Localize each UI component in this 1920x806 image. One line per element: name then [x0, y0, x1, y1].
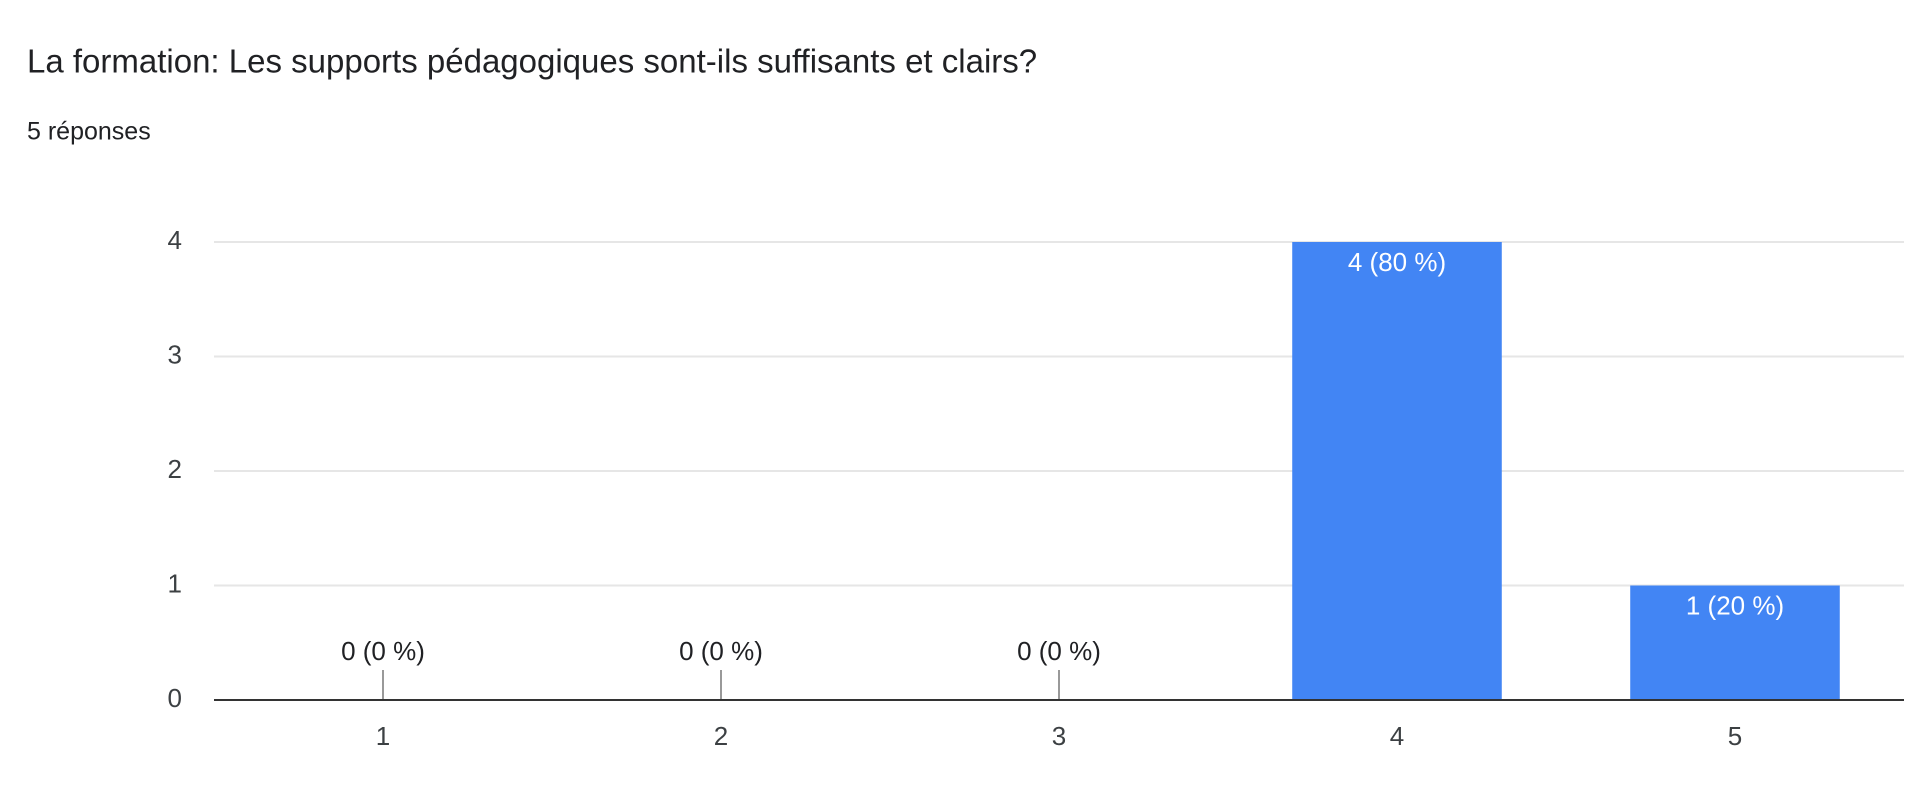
x-tick-label: 4 — [1390, 721, 1404, 751]
x-tick-label: 3 — [1052, 721, 1066, 751]
y-tick-label: 3 — [168, 339, 182, 369]
y-tick-label: 0 — [168, 683, 182, 713]
y-tick-label: 2 — [168, 454, 182, 484]
x-tick-label: 2 — [714, 721, 728, 751]
value-label: 0 (0 %) — [341, 636, 425, 666]
y-tick-label: 1 — [168, 568, 182, 598]
chart-title: La formation: Les supports pédagogiques … — [27, 43, 1037, 80]
x-tick-label: 5 — [1728, 721, 1742, 751]
value-label: 4 (80 %) — [1348, 247, 1446, 277]
value-label: 0 (0 %) — [1017, 636, 1101, 666]
chart-subtitle: 5 réponses — [27, 118, 151, 146]
bar — [1630, 585, 1840, 700]
x-tick-label: 1 — [376, 721, 390, 751]
y-tick-label: 4 — [168, 225, 182, 255]
value-label: 0 (0 %) — [679, 636, 763, 666]
value-label: 1 (20 %) — [1686, 590, 1784, 620]
bar — [1292, 242, 1502, 700]
